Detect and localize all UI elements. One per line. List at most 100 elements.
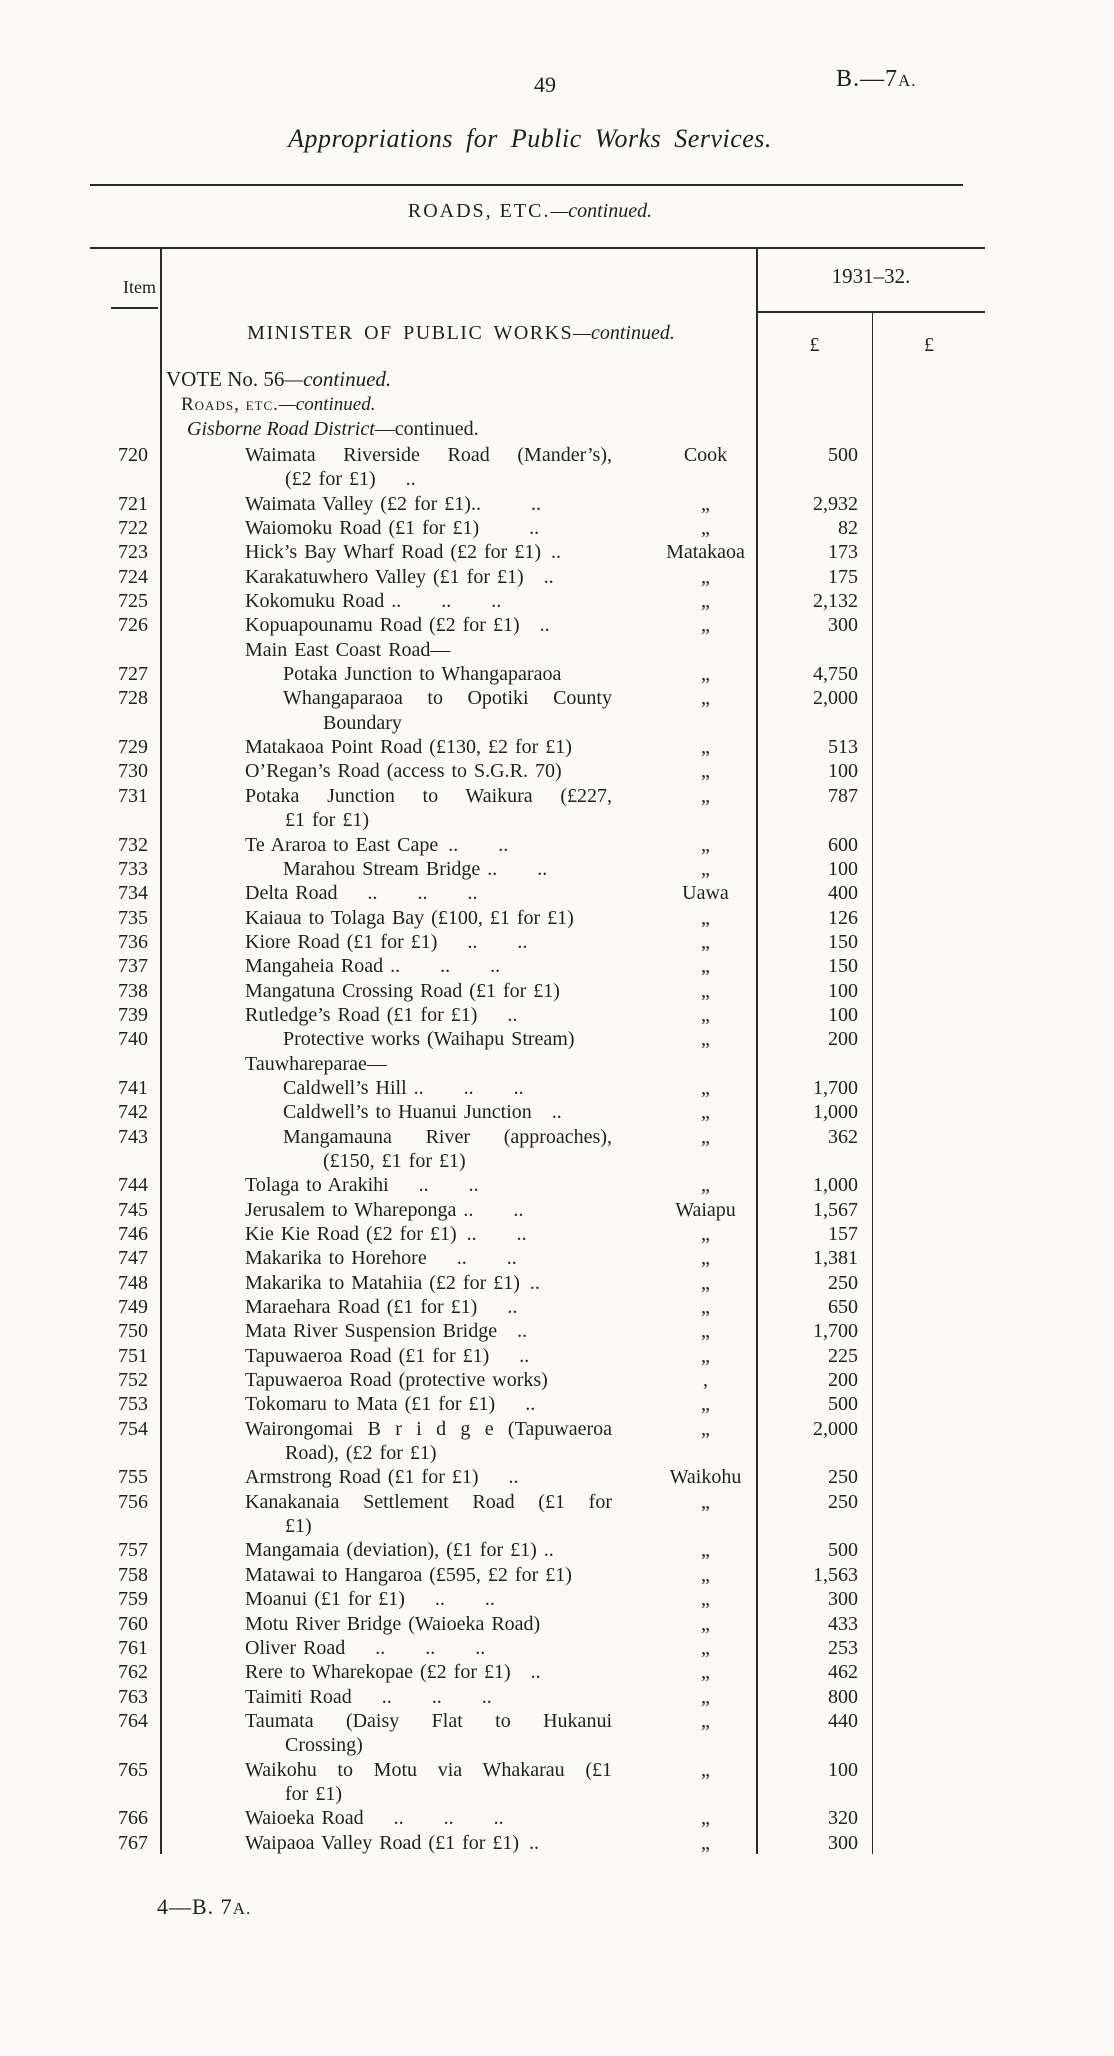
road-description: Kopuapounamu Road (£2 for £1) .. — [245, 614, 550, 637]
item-number: 757 — [118, 1539, 148, 1562]
road-description: Tokomaru to Mata (£1 for £1) .. — [245, 1393, 536, 1416]
county-name: „ — [701, 1125, 710, 1148]
item-number: 767 — [118, 1831, 148, 1854]
vote-heading: VOTE No. 56—continued. — [166, 367, 391, 392]
road-description: Caldwell’s to Huanui Junction .. — [283, 1101, 562, 1124]
county-name: „ — [701, 590, 710, 613]
amount-1931-32: 440 — [828, 1709, 858, 1732]
county-name: „ — [701, 1563, 710, 1586]
county-name: „ — [701, 906, 710, 929]
item-number: 756 — [118, 1490, 148, 1513]
item-number: 764 — [118, 1709, 148, 1732]
item-number: 762 — [118, 1661, 148, 1684]
item-number: 735 — [118, 906, 148, 929]
amount-1931-32: 250 — [828, 1490, 858, 1513]
table-row: 721 Waimata Valley (£2 for £1).. .. „ 2,… — [90, 492, 985, 516]
table-row: 746 Kie Kie Road (£2 for £1) .. .. „ 157 — [90, 1222, 985, 1246]
amount-1931-32: 200 — [828, 1028, 858, 1051]
item-header-dash — [111, 307, 158, 309]
amount-1931-32: 600 — [828, 833, 858, 856]
table-row: 751 Tapuwaeroa Road (£1 for £1) .. „ 225 — [90, 1344, 985, 1368]
year-header: 1931–32. — [831, 264, 911, 288]
county-name: „ — [701, 955, 710, 978]
amount-1931-32: 1,700 — [813, 1320, 858, 1343]
road-description: Potaka Junction to Waikura (£227, £1 for … — [245, 784, 612, 832]
amount-1931-32: 1,381 — [813, 1247, 858, 1270]
table-row: 765 Waikohu to Motu via Whakarau (£1 for … — [90, 1758, 985, 1807]
road-description: Waioeka Road .. .. .. — [245, 1807, 504, 1830]
item-column-rule — [160, 247, 162, 1854]
county-name: „ — [701, 1296, 710, 1319]
county-name: „ — [701, 1101, 710, 1124]
table-row: 754 Wairongomai B r i d g e (Tapuwaeroa R… — [90, 1417, 985, 1466]
road-description: Mangamaia (deviation), (£1 for £1) .. — [245, 1539, 554, 1562]
county-name: „ — [701, 1028, 710, 1051]
amount-1931-32: 1,000 — [813, 1101, 858, 1124]
amount-1931-32: 200 — [828, 1369, 858, 1392]
amount-1931-32: 650 — [828, 1296, 858, 1319]
county-name: „ — [701, 1709, 710, 1732]
minister-heading-caps: MINISTER OF PUBLIC WORKS — [247, 322, 574, 344]
table-row: 725 Kokomuku Road .. .. .. „ 2,132 — [90, 589, 985, 613]
item-number: 742 — [118, 1101, 148, 1124]
road-description: Tapuwaeroa Road (£1 for £1) .. — [245, 1344, 530, 1367]
road-description: Jerusalem to Whareponga .. .. — [245, 1198, 524, 1221]
road-description: Armstrong Road (£1 for £1) .. — [245, 1466, 519, 1489]
county-name: Matakaoa — [666, 541, 745, 564]
amount-1931-32: 1,567 — [813, 1198, 858, 1221]
road-description: Mangamauna River (approaches), (£150, £1 … — [283, 1125, 612, 1172]
county-name: Waiapu — [675, 1198, 736, 1221]
county-name: Waikohu — [669, 1466, 742, 1489]
table-row: 756 Kanakanaia Settlement Road (£1 for £1… — [90, 1490, 985, 1539]
county-name: „ — [701, 1247, 710, 1270]
footer-suffix: A. — [232, 1899, 252, 1918]
table-row: 738 Mangatuna Crossing Road (£1 for £1) … — [90, 979, 985, 1003]
item-number: 731 — [118, 784, 148, 807]
table-row: 728 Whangaparaoa to Opotiki County Bounda… — [90, 686, 985, 735]
table-row: 744 Tolaga to Arakihi .. .. „ 1,000 — [90, 1173, 985, 1197]
county-name: „ — [701, 784, 710, 807]
item-number: 730 — [118, 760, 148, 783]
table-row: 730 O’Regan’s Road (access to S.G.R. 70)… — [90, 759, 985, 783]
county-name: „ — [701, 1807, 710, 1830]
road-description: Mangaheia Road .. .. .. — [245, 955, 501, 978]
table-row: 760 Motu River Bridge (Waioeka Road) „ 4… — [90, 1612, 985, 1636]
item-number: 748 — [118, 1271, 148, 1294]
amount-1931-32: 250 — [828, 1271, 858, 1294]
county-name: „ — [701, 1685, 710, 1708]
road-description: Taimiti Road .. .. .. — [245, 1685, 492, 1708]
amount-1931-32: 253 — [828, 1636, 858, 1659]
table-row: 757 Mangamaia (deviation), (£1 for £1) .… — [90, 1538, 985, 1562]
county-name: „ — [701, 1588, 710, 1611]
road-description: Kokomuku Road .. .. .. — [245, 590, 502, 613]
item-number: 755 — [118, 1466, 148, 1489]
county-name: „ — [701, 1831, 710, 1854]
county-name: „ — [701, 1320, 710, 1343]
table-row: 735 Kaiaua to Tolaga Bay (£100, £1 for £… — [90, 906, 985, 930]
road-description: Potaka Junction to Whangaparaoa — [283, 663, 562, 686]
amount-1931-32: 150 — [828, 930, 858, 953]
item-number: 747 — [118, 1247, 148, 1270]
amount-1931-32: 2,132 — [813, 590, 858, 613]
table-row: 727 Potaka Junction to Whangaparaoa „ 4,… — [90, 662, 985, 686]
table-row: 734 Delta Road .. .. .. Uawa 400 — [90, 881, 985, 905]
item-number: 759 — [118, 1588, 148, 1611]
table-row: 762 Rere to Wharekopae (£2 for £1) .. „ … — [90, 1660, 985, 1684]
road-description: Rere to Wharekopae (£2 for £1) .. — [245, 1661, 541, 1684]
county-name: „ — [701, 492, 710, 515]
item-number: 765 — [118, 1758, 148, 1781]
amount-1931-32: 433 — [828, 1612, 858, 1635]
table-row: 742 Caldwell’s to Huanui Junction .. „ 1… — [90, 1100, 985, 1124]
item-number: 761 — [118, 1636, 148, 1659]
amount-1931-32: 175 — [828, 565, 858, 588]
item-number: 744 — [118, 1174, 148, 1197]
amount-1931-32: 100 — [828, 1758, 858, 1781]
document-reference-main: B.—7 — [836, 66, 899, 92]
county-name: „ — [701, 1661, 710, 1684]
county-name: „ — [701, 1223, 710, 1245]
section-heading: ROADS, ETC.—continued. — [90, 200, 970, 223]
road-description: O’Regan’s Road (access to S.G.R. 70) — [245, 760, 562, 783]
amount-1931-32: 126 — [828, 906, 858, 929]
road-description: Main East Coast Road— — [245, 638, 451, 661]
item-number: 722 — [118, 517, 148, 540]
